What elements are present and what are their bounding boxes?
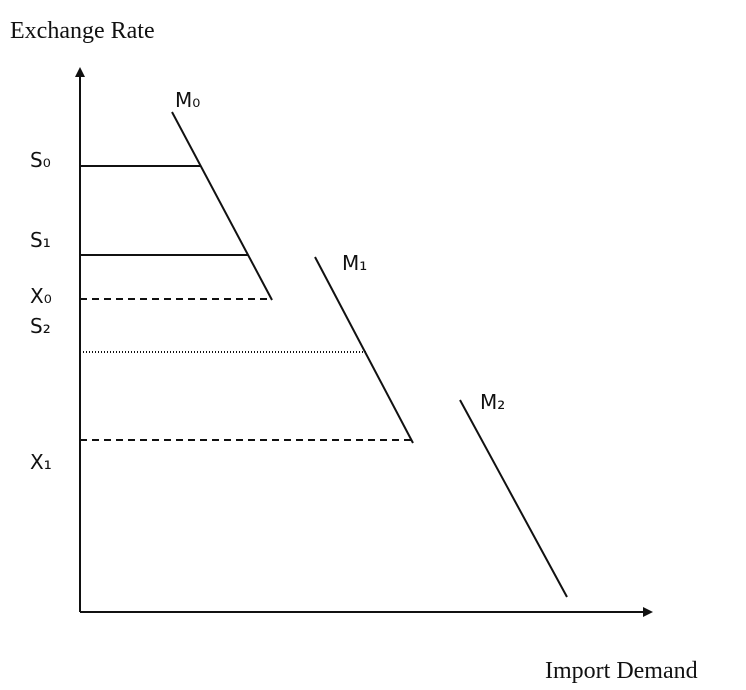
level-label: S₁ xyxy=(30,228,51,252)
x-axis-label: Import Demand xyxy=(545,658,698,684)
curve-label: M₀ xyxy=(175,88,200,112)
level-label: S₂ xyxy=(30,314,51,338)
curve-label: M₁ xyxy=(342,251,367,275)
curve-m2 xyxy=(459,399,568,598)
curve-m1 xyxy=(314,256,414,444)
level-label: X₁ xyxy=(30,450,52,474)
level-label: X₀ xyxy=(30,284,52,308)
y-axis-label: Exchange Rate xyxy=(10,18,155,44)
curve-m0 xyxy=(171,111,273,301)
level-label: S₀ xyxy=(30,148,51,172)
curve-label: M₂ xyxy=(480,390,505,414)
